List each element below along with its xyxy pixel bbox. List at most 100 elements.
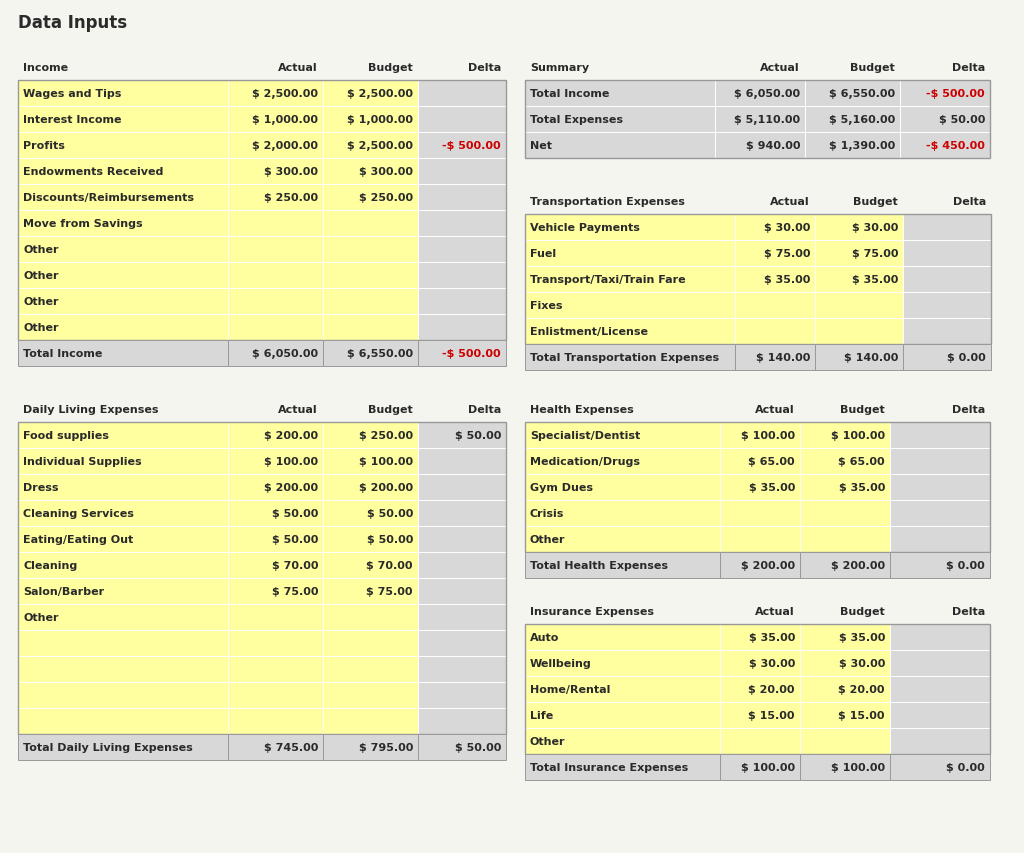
Text: Budget: Budget [369,63,413,73]
Bar [323,133,418,159]
Bar [228,501,323,526]
Text: Budget: Budget [853,197,898,206]
Text: $ 30.00: $ 30.00 [852,223,898,233]
Text: Other: Other [23,297,58,306]
Bar [800,474,890,501]
Text: $ 65.00: $ 65.00 [749,456,795,467]
Text: $ 200.00: $ 200.00 [264,431,318,440]
Bar [720,526,800,553]
Bar [800,422,890,449]
Text: $ 20.00: $ 20.00 [749,684,795,694]
Text: $ 35.00: $ 35.00 [764,275,810,285]
Bar [900,81,990,107]
Bar [800,676,890,702]
Bar [800,624,890,650]
Bar [18,263,228,288]
Bar [903,267,991,293]
Bar [525,267,735,293]
Bar [18,340,228,367]
Bar [903,319,991,345]
Text: Enlistment/License: Enlistment/License [530,327,648,337]
Bar [323,630,418,656]
Bar [815,215,903,241]
Bar [890,501,990,526]
Bar [323,422,418,449]
Text: Total Health Expenses: Total Health Expenses [530,560,668,571]
Bar [228,604,323,630]
Text: Total Daily Living Expenses: Total Daily Living Expenses [23,742,193,752]
Text: Other: Other [23,612,58,623]
Text: Delta: Delta [468,63,501,73]
Text: $ 70.00: $ 70.00 [271,560,318,571]
Text: $ 30.00: $ 30.00 [749,659,795,668]
Bar [18,422,506,734]
Bar [525,728,720,754]
Bar [228,734,323,760]
Bar [18,81,506,340]
Bar [228,526,323,553]
Bar [228,81,323,107]
Bar [418,708,506,734]
Bar [228,630,323,656]
Text: $ 50.00: $ 50.00 [455,742,501,752]
Bar [890,650,990,676]
Text: $ 75.00: $ 75.00 [271,586,318,596]
Bar [418,237,506,263]
Bar [715,107,805,133]
Text: Total Expenses: Total Expenses [530,115,623,125]
Bar [903,345,991,370]
Text: $ 200.00: $ 200.00 [358,483,413,492]
Text: $ 5,110.00: $ 5,110.00 [734,115,800,125]
Bar [525,624,720,650]
Bar [900,133,990,159]
Bar [18,656,228,682]
Bar [418,263,506,288]
Bar [903,293,991,319]
Bar [323,682,418,708]
Text: -$ 450.00: -$ 450.00 [926,141,985,151]
Bar [323,526,418,553]
Bar [18,107,228,133]
Bar [228,185,323,211]
Text: Actual: Actual [756,606,795,616]
Bar [800,728,890,754]
Text: -$ 500.00: -$ 500.00 [442,141,501,151]
Bar [525,474,720,501]
Bar [228,422,323,449]
Text: Total Transportation Expenses: Total Transportation Expenses [530,352,719,363]
Bar [418,604,506,630]
Text: $ 1,000.00: $ 1,000.00 [347,115,413,125]
Text: Fuel: Fuel [530,249,556,258]
Text: Total Income: Total Income [530,89,609,99]
Bar [525,422,720,449]
Bar [800,702,890,728]
Text: $ 6,550.00: $ 6,550.00 [828,89,895,99]
Bar [720,474,800,501]
Bar [323,81,418,107]
Bar [525,624,990,754]
Bar [890,449,990,474]
Bar [525,81,715,107]
Bar [525,449,720,474]
Bar [735,267,815,293]
Text: Transport/Taxi/Train Fare: Transport/Taxi/Train Fare [530,275,686,285]
Text: Individual Supplies: Individual Supplies [23,456,141,467]
Text: Specialist/Dentist: Specialist/Dentist [530,431,640,440]
Text: Dress: Dress [23,483,58,492]
Bar [890,474,990,501]
Bar [323,604,418,630]
Bar [525,107,715,133]
Bar [720,501,800,526]
Bar [800,526,890,553]
Bar [18,578,228,604]
Bar [735,345,815,370]
Text: $ 2,000.00: $ 2,000.00 [252,141,318,151]
Bar [525,754,720,780]
Bar [525,215,735,241]
Bar [720,728,800,754]
Text: $ 100.00: $ 100.00 [358,456,413,467]
Bar [418,133,506,159]
Bar [890,624,990,650]
Bar [323,159,418,185]
Bar [18,288,228,315]
